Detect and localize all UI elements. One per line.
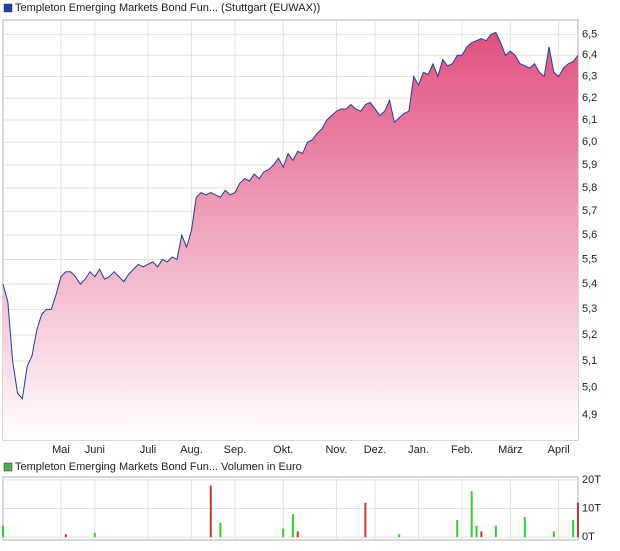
volume-bar [2,525,4,538]
y-tick-label: 5,4 [582,278,597,290]
y-tick-label: 10T [582,502,601,514]
volume-bar [494,525,497,538]
x-tick-label: April [548,444,570,456]
volume-bar [572,519,575,538]
x-tick-label: Feb. [451,444,473,456]
volume-bar [480,531,483,538]
y-tick-label: 5,2 [582,329,597,341]
volume-bar [291,514,294,538]
x-tick-label: März [498,444,522,456]
volume-bar [93,532,96,538]
y-tick-label: 6,1 [582,114,597,126]
y-tick-label: 5,3 [582,303,597,315]
x-tick-label: Okt. [273,444,293,456]
y-tick-label: 5,0 [582,382,597,394]
x-tick-label: Mai [52,444,70,456]
y-tick-label: 20T [582,474,601,486]
x-tick-label: Nov. [325,444,347,456]
legend-label: Templeton Emerging Markets Bond Fun... V… [15,461,302,473]
y-tick-label: 5,1 [582,355,597,367]
volume-bar [475,525,478,538]
x-tick-label: Juli [140,444,157,456]
y-tick-label: 6,5 [582,28,597,40]
x-tick-label: Sep. [224,444,247,456]
volume-bar [552,531,555,538]
volume-bar [577,502,579,538]
y-tick-label: 4,9 [582,409,597,421]
x-tick-label: Aug. [180,444,203,456]
volume-bar [364,502,367,538]
y-tick-label: 6,0 [582,136,597,148]
x-tick-label: Dez. [364,444,387,456]
price-line [2,31,579,400]
x-tick-label: Juni [85,444,105,456]
volume-bar [282,528,285,538]
legend-label: Templeton Emerging Markets Bond Fun... (… [15,2,320,14]
volume-bar [523,517,526,538]
x-tick-label: Jan. [408,444,429,456]
y-tick-label: 6,4 [582,49,597,61]
y-tick-label: 6,2 [582,92,597,104]
y-tick-label: 5,9 [582,159,597,171]
legend-swatch [3,3,13,13]
volume-bar [296,531,299,538]
y-tick-label: 5,5 [582,253,597,265]
volume-bar [470,491,473,538]
y-tick-label: 6,3 [582,70,597,82]
y-tick-label: 5,6 [582,229,597,241]
y-tick-label: 5,7 [582,205,597,217]
y-tick-label: 5,8 [582,182,597,194]
volume-bar [398,534,401,538]
volume-bar [219,522,222,538]
volume-bar [456,519,459,538]
volume-bar [209,485,212,538]
area-fill [3,32,578,441]
legend-swatch [3,462,13,472]
volume-bar [64,534,67,538]
y-tick-label: 0T [582,531,595,543]
